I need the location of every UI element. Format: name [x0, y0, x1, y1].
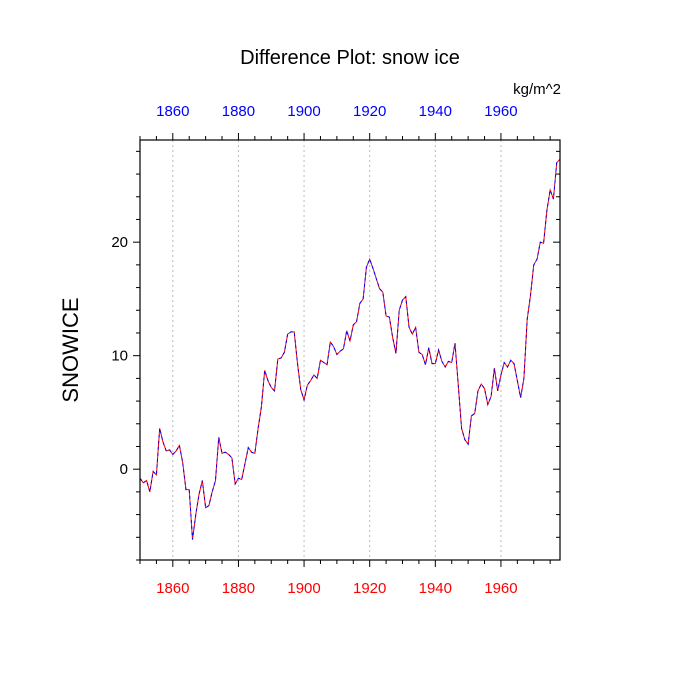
- x-tick-label-top: 1940: [419, 103, 452, 120]
- x-tick-label-top: 1960: [484, 103, 517, 120]
- x-tick-label-bottom: 1880: [222, 580, 255, 597]
- series-line-b: [139, 158, 561, 540]
- grid-lines: [172, 140, 502, 560]
- units-label: kg/m^2: [513, 81, 561, 98]
- y-tick-label: 10: [111, 348, 128, 365]
- x-tick-label-top: 1860: [156, 103, 189, 120]
- series-line-a: [139, 158, 561, 540]
- x-tick-label-top: 1900: [287, 103, 320, 120]
- series-lines: [139, 158, 561, 540]
- axis-ticks: [133, 133, 560, 567]
- tick-labels: 1860 1880 1900 1920 1940 1960 1860 1880 1900 1920…: [111, 103, 517, 597]
- x-tick-label-top: 1920: [353, 103, 386, 120]
- x-tick-label-bottom: 1860: [156, 580, 189, 597]
- x-tick-label-bottom: 1960: [484, 580, 517, 597]
- y-tick-label: 20: [111, 234, 128, 251]
- x-tick-label-bottom: 1920: [353, 580, 386, 597]
- y-tick-label: 0: [120, 461, 128, 478]
- plot-frame: [139, 139, 561, 561]
- chart-title: Difference Plot: snow ice: [240, 47, 460, 69]
- y-axis-label: SNOWICE: [58, 297, 83, 402]
- x-tick-label-top: 1880: [222, 103, 255, 120]
- x-tick-label-bottom: 1900: [287, 580, 320, 597]
- x-tick-label-bottom: 1940: [419, 580, 452, 597]
